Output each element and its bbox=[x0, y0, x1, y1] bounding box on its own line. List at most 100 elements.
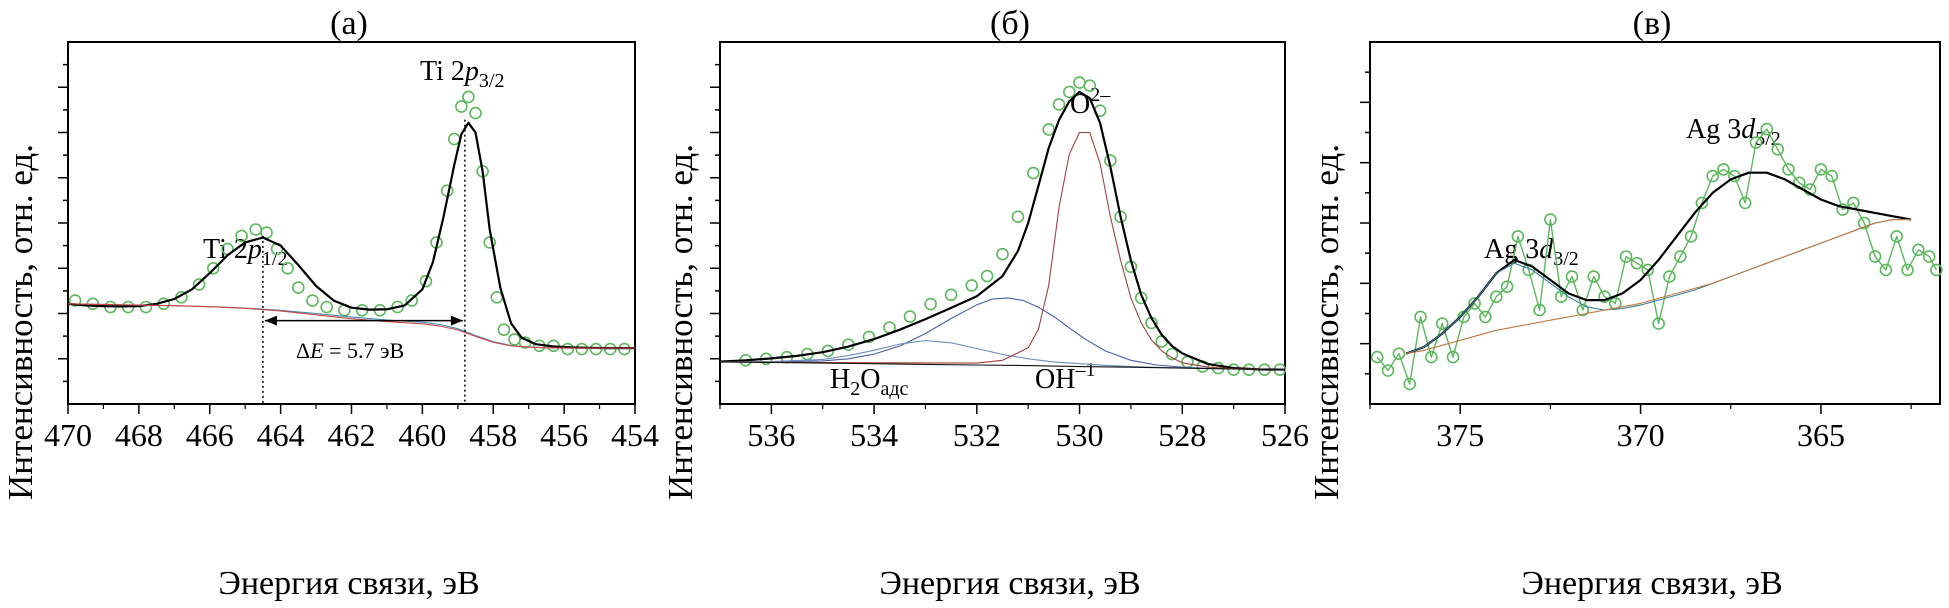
x-tick-label: 454 bbox=[611, 417, 659, 453]
panel-a-plot: 470 468 466 464 462 460 458 456 454 bbox=[44, 41, 659, 453]
panel-b-plot: 536 534 532 530 528 526 bbox=[710, 41, 1309, 453]
data-point bbox=[1771, 143, 1784, 156]
data-point bbox=[469, 106, 482, 120]
data-point bbox=[1227, 363, 1240, 377]
x-tick-label: 530 bbox=[1056, 417, 1104, 453]
data-point bbox=[1011, 210, 1025, 224]
data-point bbox=[1901, 263, 1914, 277]
x-tick-label: 528 bbox=[1158, 417, 1206, 453]
data-point bbox=[1490, 290, 1503, 304]
x-tick-label: 375 bbox=[1436, 417, 1484, 453]
series-line bbox=[720, 297, 1286, 371]
data-point bbox=[1425, 350, 1438, 364]
series-line bbox=[719, 131, 1286, 371]
data-point bbox=[1392, 347, 1406, 361]
data-point bbox=[281, 261, 295, 275]
x-tick-label: 534 bbox=[850, 417, 898, 453]
panel-b-y-axis-label: Интенсивность, отн. ед. bbox=[661, 144, 700, 500]
data-point bbox=[1027, 166, 1040, 180]
data-point bbox=[455, 100, 468, 113]
data-point bbox=[419, 274, 433, 288]
x-tick-label: 468 bbox=[115, 417, 163, 453]
label-ag-3d52: Ag 3d5/2 bbox=[1686, 114, 1781, 150]
data-point bbox=[862, 330, 876, 344]
data-point bbox=[561, 342, 575, 356]
x-tick-label: 466 bbox=[186, 417, 234, 453]
data-point bbox=[1073, 76, 1086, 89]
data-point bbox=[508, 333, 521, 346]
data-point bbox=[497, 323, 511, 337]
data-point bbox=[1414, 310, 1427, 324]
data-point bbox=[1042, 123, 1055, 136]
panel-a-ylabel: Интенсивность, отн. ед. bbox=[1, 144, 40, 500]
x-tick-label: 464 bbox=[257, 417, 305, 453]
x-tick-label: 456 bbox=[540, 417, 588, 453]
data-point bbox=[1435, 317, 1449, 330]
data-point bbox=[1652, 317, 1665, 330]
data-point bbox=[1381, 364, 1395, 377]
data-point bbox=[1587, 270, 1600, 283]
data-point bbox=[447, 132, 461, 146]
data-point bbox=[996, 247, 1009, 261]
delta-e-arrowhead-left bbox=[264, 315, 277, 326]
data-point bbox=[68, 294, 82, 307]
panel-c-ylabel: Интенсивность, отн. ед. bbox=[1307, 144, 1346, 500]
panel-b-xlabel: Энергия связи, эВ bbox=[879, 565, 1140, 602]
data-point bbox=[139, 300, 153, 314]
x-tick-label: 460 bbox=[398, 417, 446, 453]
data-point bbox=[1706, 169, 1719, 183]
data-point bbox=[1912, 243, 1925, 257]
panel-c-plot: 375 370 365 bbox=[1360, 41, 1943, 453]
label-ag-3d32: Ag 3d3/2 bbox=[1484, 234, 1579, 270]
panel-c: (в) Интенсивность, отн. ед. Энергия связ… bbox=[1307, 5, 1943, 602]
data-point bbox=[1063, 85, 1076, 99]
data-point bbox=[291, 281, 305, 294]
data-point bbox=[1695, 196, 1709, 210]
x-tick-label: 536 bbox=[747, 417, 795, 453]
x-tick-label: 462 bbox=[328, 417, 376, 453]
panel-c-y-axis-label: Интенсивность, отн. ед. bbox=[1307, 144, 1346, 500]
data-point bbox=[1749, 136, 1763, 149]
data-point bbox=[1598, 290, 1611, 304]
data-point bbox=[1446, 350, 1460, 364]
data-point bbox=[1630, 256, 1644, 270]
series-line bbox=[67, 121, 635, 350]
panel-c-xlabel: Энергия связи, эВ bbox=[1521, 565, 1782, 602]
data-point bbox=[1565, 270, 1579, 283]
data-point bbox=[1738, 196, 1752, 210]
series-line bbox=[719, 361, 1286, 371]
panel-a: (а) Интенсивность, отн. ед. Энергия связ… bbox=[1, 5, 659, 602]
label-delta-e: ΔE = 5.7 эВ bbox=[296, 338, 404, 363]
data-point bbox=[1533, 303, 1546, 317]
data-point bbox=[1641, 263, 1655, 277]
data-point bbox=[1868, 250, 1882, 263]
data-point bbox=[1500, 280, 1514, 294]
data-point bbox=[1511, 230, 1525, 243]
data-point bbox=[965, 279, 979, 292]
data-point bbox=[207, 261, 220, 275]
data-point bbox=[1760, 122, 1774, 136]
data-point bbox=[1544, 213, 1557, 226]
panel-b-title: (б) bbox=[990, 5, 1030, 42]
panel-b-ylabel: Интенсивность, отн. ед. bbox=[661, 144, 700, 500]
data-point bbox=[1930, 263, 1943, 277]
data-point bbox=[1825, 169, 1839, 183]
data-point bbox=[1052, 98, 1066, 111]
series-line bbox=[1405, 219, 1912, 355]
panel-a-title: (а) bbox=[330, 5, 368, 42]
x-tick-label: 370 bbox=[1617, 417, 1665, 453]
data-point bbox=[1468, 297, 1481, 310]
panel-a-xlabel: Энергия связи, эВ bbox=[218, 565, 479, 602]
data-point bbox=[1403, 377, 1416, 391]
data-point bbox=[192, 278, 206, 291]
data-point bbox=[924, 297, 937, 311]
data-point bbox=[1782, 163, 1795, 176]
data-point bbox=[1814, 163, 1828, 176]
data-point bbox=[306, 294, 319, 307]
data-point bbox=[1370, 350, 1384, 364]
series-line bbox=[1376, 128, 1938, 385]
data-point bbox=[944, 288, 958, 302]
x-tick-label: 458 bbox=[469, 417, 517, 453]
data-point bbox=[903, 310, 917, 323]
